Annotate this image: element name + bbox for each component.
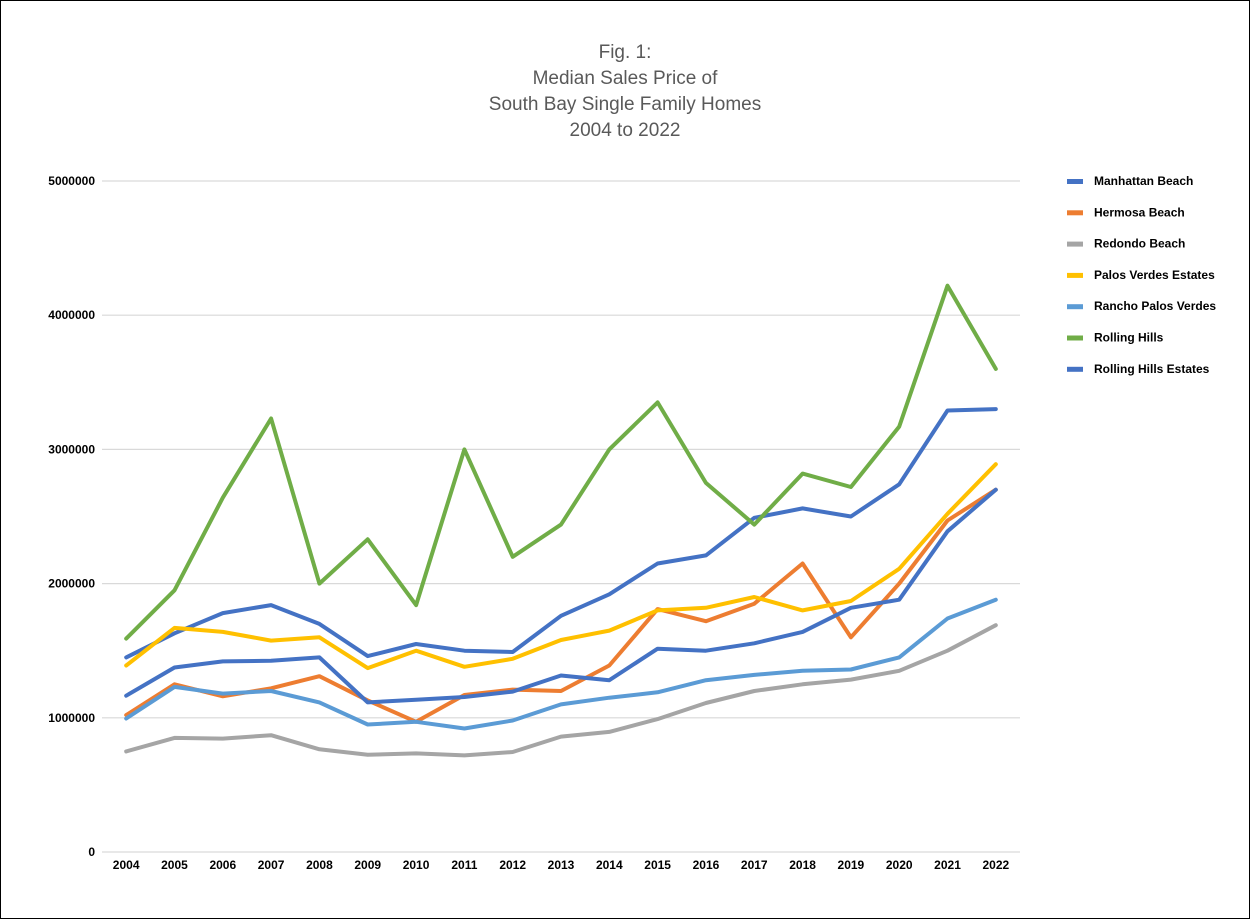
y-tick-label: 5000000 [48,174,95,188]
x-tick-label: 2009 [354,858,381,872]
x-tick-label: 2022 [982,858,1009,872]
legend-swatch [1067,210,1083,216]
x-tick-label: 2011 [451,858,477,872]
legend-label: Manhattan Beach [1094,174,1193,188]
y-tick-label: 0 [88,845,95,859]
x-tick-label: 2021 [934,858,961,872]
axes: 0 1000000 2000000 3000000 4000000 5000000 2004… [48,174,1020,872]
x-tick-label: 2004 [113,858,140,872]
x-tick-label: 2007 [258,858,285,872]
x-tick-label: 2020 [886,858,913,872]
chart-title-line-1: Fig. 1: [598,42,652,63]
series-line-redondo-beach [124,623,998,758]
series-line-manhattan-beach [124,407,998,660]
x-tick-label: 2010 [403,858,430,872]
x-tick-label: 2017 [741,858,768,872]
chart-title-line-4: 2004 to 2022 [569,120,681,141]
x-tick-label: 2014 [596,858,623,872]
legend-swatch [1067,335,1083,341]
series-line-rolling-hills [124,283,998,641]
legend-label: Hermosa Beach [1094,205,1185,219]
legend-swatch [1067,304,1083,310]
x-tick-label: 2013 [548,858,575,872]
x-tick-label: 2008 [306,858,333,872]
legend-label: Redondo Beach [1094,237,1185,251]
chart-title-line-3: South Bay Single Family Homes [488,94,762,115]
y-tick-label: 1000000 [48,711,95,725]
gridlines [102,180,1020,719]
legend-swatch [1067,241,1083,247]
x-tick-label: 2005 [161,858,188,872]
series-line-palos-verdes-estates [124,462,998,671]
chart-title: Fig. 1: Median Sales Price of South Bay … [0,40,1250,144]
series-line-rancho-palos-verdes [124,597,998,731]
legend-label: Rancho Palos Verdes [1094,299,1216,313]
chart-title-line-2: Median Sales Price of [532,68,718,89]
x-tick-label: 2016 [693,858,720,872]
x-tick-label: 2012 [499,858,526,872]
x-tick-label: 2019 [838,858,865,872]
series-line-rolling-hills-estates [124,487,998,705]
series-lines [124,283,998,758]
legend-label: Palos Verdes Estates [1094,268,1215,282]
legend-swatch [1067,272,1083,278]
legend-label: Rolling Hills [1094,331,1164,345]
legend-label: Rolling Hills Estates [1094,362,1210,376]
y-tick-label: 3000000 [48,442,95,456]
legend-swatch [1067,366,1083,372]
legend: Manhattan Beach Hermosa Beach Redondo Beac… [1067,174,1216,376]
legend-swatch [1067,179,1083,184]
series-line-hermosa-beach [124,487,998,724]
x-tick-label: 2006 [209,858,236,872]
x-tick-label: 2018 [789,858,816,872]
x-tick-label: 2015 [644,858,671,872]
y-tick-label: 4000000 [48,308,95,322]
y-tick-label: 2000000 [48,577,95,591]
